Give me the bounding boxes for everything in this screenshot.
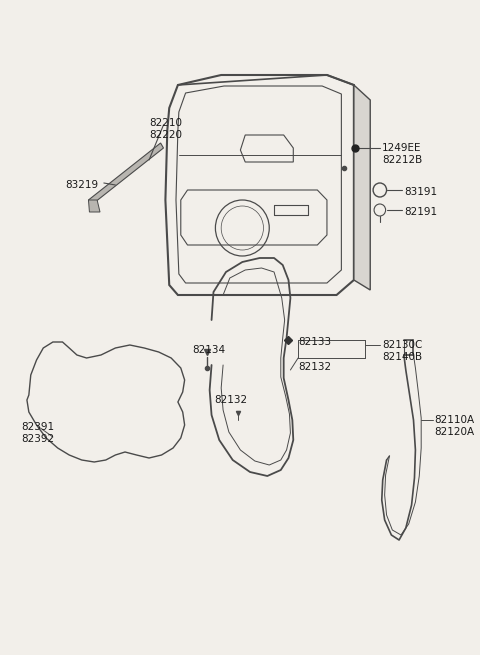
Polygon shape xyxy=(88,143,164,205)
Text: 1249EE
82212B: 1249EE 82212B xyxy=(382,143,422,166)
Text: 82132: 82132 xyxy=(298,362,331,372)
Text: 82391
82392: 82391 82392 xyxy=(21,422,54,444)
Polygon shape xyxy=(88,200,100,212)
Polygon shape xyxy=(354,85,370,290)
Text: 82133: 82133 xyxy=(298,337,331,347)
Text: 82132: 82132 xyxy=(214,395,247,405)
Text: 82130C
82140B: 82130C 82140B xyxy=(382,340,422,362)
Text: 83219: 83219 xyxy=(65,180,98,190)
Text: 82210
82220: 82210 82220 xyxy=(149,118,182,140)
Text: 83191: 83191 xyxy=(404,187,437,197)
Text: 82134: 82134 xyxy=(192,345,226,355)
Text: 82191: 82191 xyxy=(404,207,437,217)
Text: 82110A
82120A: 82110A 82120A xyxy=(435,415,475,438)
